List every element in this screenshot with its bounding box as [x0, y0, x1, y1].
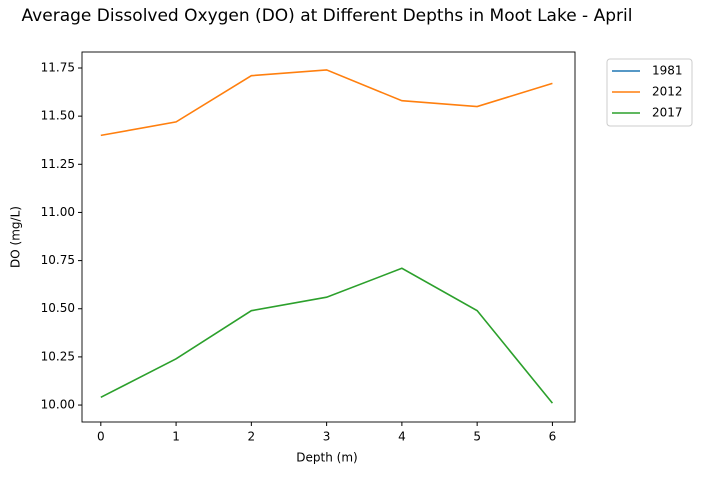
plot-frame	[81, 51, 576, 423]
x-tick-label: 0	[97, 430, 105, 444]
y-tick-label: 10.75	[41, 253, 75, 267]
y-tick-label: 10.50	[41, 301, 75, 315]
x-tick-label: 1	[172, 430, 180, 444]
y-tick-label: 10.00	[41, 398, 75, 412]
y-tick-label: 11.50	[41, 109, 75, 123]
y-axis-label: DO (mg/L)	[9, 206, 23, 268]
y-tick-label: 10.25	[41, 349, 75, 363]
x-tick-label: 2	[248, 430, 256, 444]
chart-title: Average Dissolved Oxygen (DO) at Differe…	[21, 6, 633, 26]
x-tick-label: 4	[398, 430, 406, 444]
y-tick-label: 11.00	[41, 205, 75, 219]
legend-box	[606, 58, 693, 127]
x-tick-label: 5	[473, 430, 481, 444]
x-axis-label: Depth (m)	[296, 451, 357, 465]
series-line	[100, 267, 554, 404]
legend-label: 2017	[652, 106, 683, 120]
y-tick-label: 11.25	[41, 157, 75, 171]
x-tick-label: 6	[549, 430, 557, 444]
x-tick-label: 3	[323, 430, 331, 444]
legend-label: 2012	[652, 85, 683, 99]
y-tick-label: 11.75	[41, 60, 75, 74]
legend-label: 1981	[652, 64, 683, 78]
series-line	[100, 69, 553, 137]
